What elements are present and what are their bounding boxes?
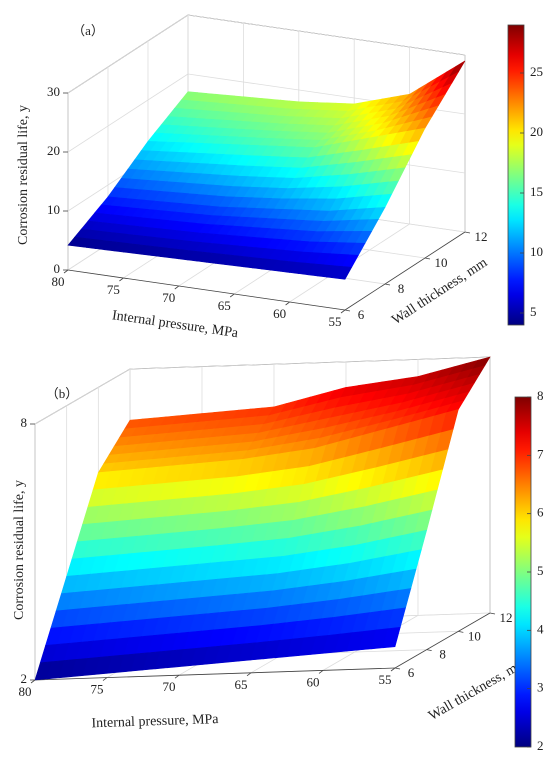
colorbar-tick-label: 5 (530, 304, 537, 319)
panel-label: （b） (46, 386, 79, 401)
tick-mark (458, 630, 464, 633)
grid-line (67, 73, 189, 153)
tick-mark (119, 277, 124, 282)
x-tick-label: 75 (107, 282, 120, 297)
colorbar (507, 24, 525, 326)
colorbar-tick-label: 25 (530, 64, 543, 79)
colorbar-tick-label: 3 (537, 680, 544, 695)
x-axis-label: Internal pressure, MPa (91, 712, 219, 731)
tick-mark (229, 293, 235, 298)
tick-mark (285, 301, 290, 306)
tick-mark (489, 612, 496, 615)
tick-mark (30, 679, 36, 684)
tick-mark (344, 309, 351, 312)
y-axis (394, 612, 491, 669)
x-tick-label: 70 (163, 679, 176, 694)
x-tick-label: 75 (91, 682, 104, 697)
z-tick-label: 0 (54, 261, 61, 276)
tick-mark (102, 677, 108, 681)
tick-mark (174, 285, 180, 290)
tick-mark (63, 269, 69, 274)
z-tick-label: 8 (21, 415, 28, 430)
tick-mark (318, 670, 324, 674)
tick-mark (384, 283, 391, 286)
y-tick-label: 8 (439, 647, 446, 662)
surface-patch (382, 626, 401, 649)
z-axis-label: Corrosion residual life, y (16, 105, 31, 245)
grid-line (129, 356, 491, 370)
tick-mark (390, 667, 396, 672)
y-tick-label: 6 (408, 665, 415, 680)
x-tick-label: 80 (19, 684, 32, 699)
grid-line (34, 368, 131, 425)
y-axis-label: Wall thickness, mm (426, 656, 529, 724)
colorbar-tick-label: 20 (530, 124, 543, 139)
tick-mark (246, 672, 252, 677)
x-axis-label: Internal pressure, MPa (111, 308, 240, 341)
z-axis-label: Corrosion residual life, y (12, 480, 27, 620)
colorbar-tick-label: 2 (537, 738, 544, 753)
colorbar-tick-label: 6 (537, 505, 544, 520)
z-tick-label: 2 (21, 671, 28, 686)
panel-label: （a） (72, 23, 104, 38)
x-tick-label: 80 (52, 274, 65, 289)
tick-mark (340, 309, 346, 314)
x-tick-label: 55 (329, 314, 342, 329)
grid-line (187, 14, 466, 56)
surface-patch (335, 266, 353, 280)
tick-mark (424, 257, 431, 260)
tick-mark (174, 674, 180, 679)
y-tick-label: 10 (468, 628, 481, 643)
y-tick-label: 8 (398, 281, 405, 296)
x-tick-label: 60 (307, 674, 320, 689)
surface-chart: 80 75 70 65 60 55 6 8 10 12 0 10 20 30 Internal pressu… (16, 14, 543, 341)
grid-line (67, 14, 189, 94)
colorbar-tick-label: 7 (537, 446, 544, 461)
colorbar-tick-label: 10 (530, 244, 543, 259)
x-tick-label: 55 (379, 672, 392, 687)
x-axis (67, 269, 346, 311)
x-tick-label: 65 (218, 298, 231, 313)
y-tick-label: 6 (358, 307, 365, 322)
z-tick-label: 30 (47, 84, 60, 99)
y-tick-label: 10 (435, 255, 448, 270)
x-tick-label: 65 (235, 677, 248, 692)
tick-mark (426, 649, 432, 652)
tick-mark (464, 231, 471, 234)
y-tick-label: 12 (475, 229, 488, 244)
z-tick-label: 20 (47, 143, 60, 158)
colorbar-tick-label: 5 (537, 563, 544, 578)
colorbar-tick-label: 8 (537, 388, 544, 403)
colorbar-tick-label: 4 (537, 621, 544, 636)
x-tick-label: 60 (273, 306, 286, 321)
y-tick-label: 12 (500, 610, 513, 625)
tick-mark (394, 667, 401, 670)
colorbar-tick-label: 15 (530, 184, 543, 199)
x-tick-label: 70 (162, 290, 175, 305)
x-axis (34, 667, 396, 681)
z-tick-label: 10 (47, 202, 60, 217)
y-axis (344, 231, 466, 311)
